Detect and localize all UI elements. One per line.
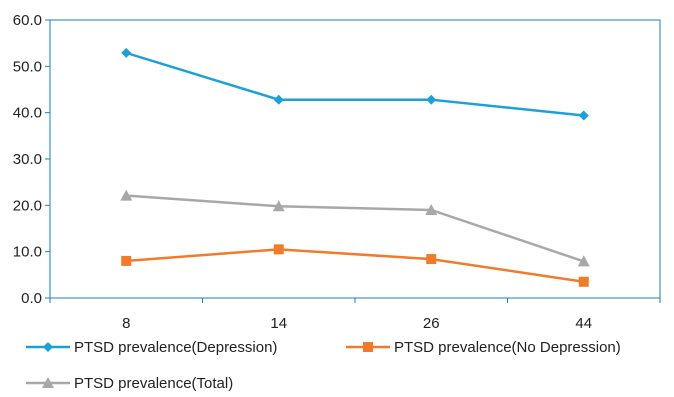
legend-swatch-marker (42, 377, 54, 388)
series-line (125, 51, 584, 117)
data-point (120, 189, 133, 201)
series-line (126, 248, 584, 284)
legend-label: PTSD prevalence(Depression) (74, 339, 277, 356)
y-tick-label: 50.0 (13, 58, 42, 75)
x-tick-label: 26 (423, 315, 440, 332)
data-point (121, 47, 132, 58)
y-axis: 0.0 10.0 20.0 30.0 40.0 50.0 60.0 (13, 12, 50, 307)
legend-item: PTSD prevalence(No Depression) (346, 339, 621, 356)
data-point (426, 254, 437, 265)
series-2 (120, 189, 590, 267)
legend-swatch-marker (363, 342, 373, 352)
y-tick-label: 30.0 (13, 151, 42, 168)
y-tick-label: 0.0 (21, 290, 42, 307)
data-point (577, 255, 590, 267)
series-line (126, 194, 585, 263)
series-0 (121, 47, 589, 121)
legend-item: PTSD prevalence(Depression) (26, 339, 277, 356)
legend-swatch-marker (43, 342, 53, 352)
legend: PTSD prevalence(Depression) PTSD prevalen… (26, 339, 621, 392)
legend-label: PTSD prevalence(Total) (74, 375, 233, 392)
y-tick-label: 10.0 (13, 244, 42, 261)
data-point (578, 276, 589, 287)
x-axis: 8 14 26 44 (49, 298, 661, 332)
x-tick-label: 8 (122, 315, 130, 332)
series-layer (120, 47, 590, 287)
series-1 (121, 244, 589, 287)
y-tick-label: 60.0 (13, 12, 42, 29)
data-point (578, 110, 589, 121)
legend-label: PTSD prevalence(No Depression) (394, 339, 621, 356)
data-point (273, 244, 284, 255)
legend-item: PTSD prevalence(Total) (26, 375, 233, 392)
data-point (426, 94, 437, 105)
x-tick-label: 44 (575, 315, 592, 332)
data-point (121, 255, 132, 266)
y-tick-label: 20.0 (13, 197, 42, 214)
data-point (272, 200, 285, 212)
y-tick-label: 40.0 (13, 105, 42, 122)
data-point (273, 94, 284, 105)
data-point (425, 203, 438, 215)
x-tick-label: 14 (270, 315, 287, 332)
